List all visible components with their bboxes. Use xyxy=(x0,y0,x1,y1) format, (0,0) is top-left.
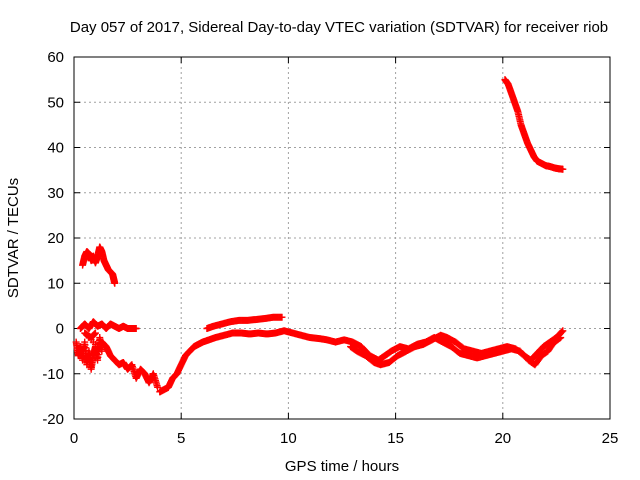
x-tick-label: 20 xyxy=(494,430,511,447)
y-tick-label: -10 xyxy=(42,366,64,383)
y-tick-label: 20 xyxy=(47,230,64,247)
data-point-marker xyxy=(111,279,119,287)
axis-ticks: 0 5 10 15 20 25 -20 -10 0 10 20 30 40 50 60 xyxy=(42,49,618,447)
series-track-a xyxy=(79,243,119,287)
x-tick-label: 15 xyxy=(387,430,404,447)
series-track-g xyxy=(347,327,567,369)
series-track-d xyxy=(98,338,162,391)
y-axis-title: SDTVAR / TECUs xyxy=(5,178,22,298)
grid-lines xyxy=(74,57,610,419)
x-axis-title: GPS time / hours xyxy=(285,458,399,475)
data-point-marker xyxy=(132,325,140,332)
y-tick-label: 60 xyxy=(47,49,64,66)
data-markers xyxy=(72,76,567,396)
series-track-c xyxy=(76,318,140,332)
data-point-marker xyxy=(558,328,566,336)
series-track-h xyxy=(501,76,567,173)
y-tick-label: 10 xyxy=(47,275,64,292)
data-point-marker xyxy=(559,327,567,335)
x-tick-label: 0 xyxy=(70,430,78,447)
y-tick-label: 50 xyxy=(47,94,64,111)
series-track-f xyxy=(203,313,286,332)
data-point-marker xyxy=(278,313,286,321)
x-tick-label: 10 xyxy=(280,430,297,447)
y-tick-label: -20 xyxy=(42,411,64,428)
y-tick-label: 0 xyxy=(56,321,64,338)
data-point-marker xyxy=(559,165,567,173)
y-tick-label: 40 xyxy=(47,140,64,157)
data-point-marker xyxy=(91,329,99,337)
y-tick-label: 30 xyxy=(47,185,64,202)
x-tick-label: 25 xyxy=(602,430,619,447)
data-point-marker xyxy=(154,383,162,391)
series-track-b xyxy=(72,329,106,373)
chart-title: Day 057 of 2017, Sidereal Day-to-day VTE… xyxy=(70,19,608,36)
x-tick-label: 5 xyxy=(177,430,185,447)
